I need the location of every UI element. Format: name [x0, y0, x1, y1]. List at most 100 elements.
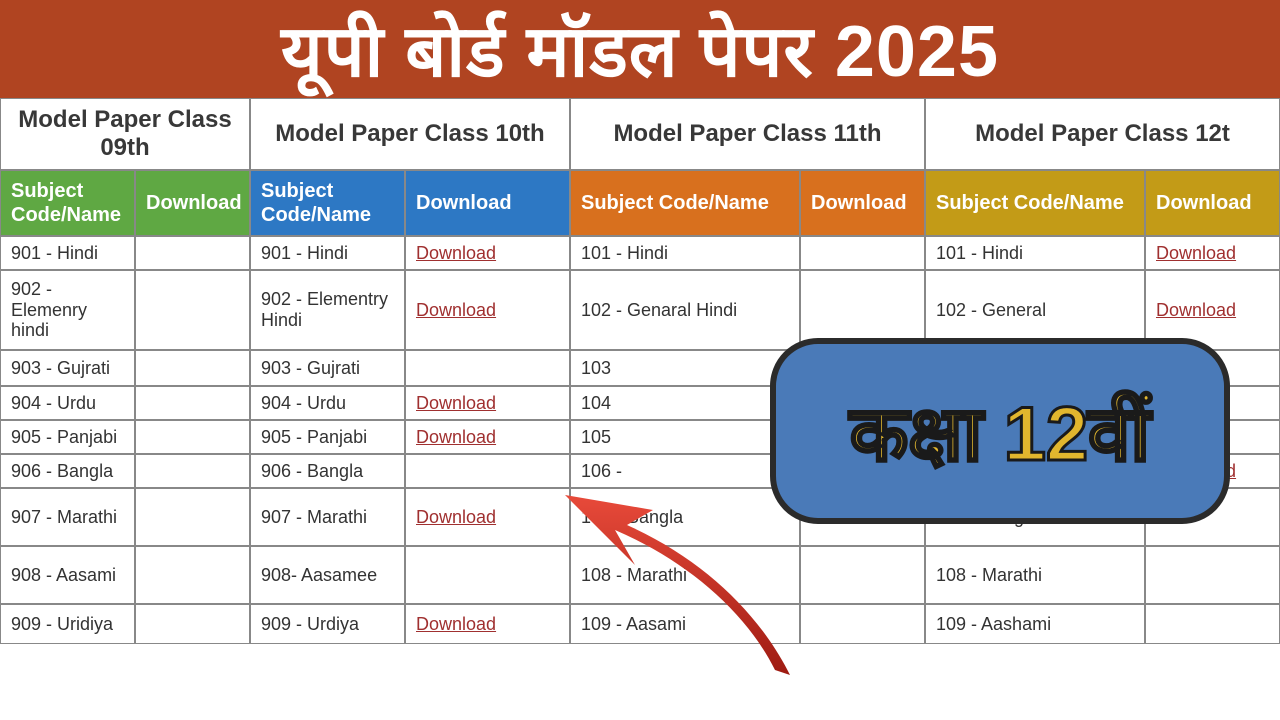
subject-cell: 104	[570, 386, 800, 420]
table-row: 109 - Aasami	[570, 604, 925, 644]
download-header: Download	[800, 170, 925, 236]
download-cell	[135, 546, 250, 604]
subject-cell: 107 - Bangla	[570, 488, 800, 546]
subject-cell: 907 - Marathi	[250, 488, 405, 546]
download-link[interactable]: Download	[1156, 300, 1236, 321]
download-cell	[405, 454, 570, 488]
download-cell	[405, 546, 570, 604]
class-header: Model Paper Class 12t	[925, 98, 1280, 170]
table-row: 906 - Bangla	[250, 454, 570, 488]
subject-cell: 902 - Elementry Hindi	[250, 270, 405, 350]
table-row: 907 - Marathi	[0, 488, 250, 546]
class-header: Model Paper Class 09th	[0, 98, 250, 170]
download-cell: Download	[405, 236, 570, 270]
download-cell	[405, 350, 570, 386]
subject-cell: 908- Aasamee	[250, 546, 405, 604]
subject-cell: 103	[570, 350, 800, 386]
table-row: 908- Aasamee	[250, 546, 570, 604]
table-row: 901 - Hindi Download	[250, 236, 570, 270]
table-row: 901 - Hindi	[0, 236, 250, 270]
class-header: Model Paper Class 10th	[250, 98, 570, 170]
subject-header: Subject Code/Name	[925, 170, 1145, 236]
class-badge: कक्षा 12वीं	[770, 338, 1230, 524]
table-row: 909 - Urdiya Download	[250, 604, 570, 644]
column-c9: Model Paper Class 09thSubject Code/NameD…	[0, 98, 250, 644]
subject-cell: 906 - Bangla	[0, 454, 135, 488]
download-cell	[135, 454, 250, 488]
subject-cell: 108 - Marathi	[570, 546, 800, 604]
download-cell	[135, 488, 250, 546]
subject-cell: 904 - Urdu	[250, 386, 405, 420]
subject-cell: 101 - Hindi	[570, 236, 800, 270]
subject-cell: 907 - Marathi	[0, 488, 135, 546]
table-row: 109 - Aashami	[925, 604, 1280, 644]
table-row: 905 - Panjabi Download	[250, 420, 570, 454]
table-row: 902 - Elementry Hindi Download	[250, 270, 570, 350]
download-cell	[135, 420, 250, 454]
subject-cell: 909 - Urdiya	[250, 604, 405, 644]
subject-cell: 905 - Panjabi	[250, 420, 405, 454]
download-link[interactable]: Download	[416, 393, 496, 414]
column-c10: Model Paper Class 10thSubject Code/NameD…	[250, 98, 570, 644]
download-cell	[135, 236, 250, 270]
download-cell	[135, 270, 250, 350]
download-cell	[1145, 604, 1280, 644]
download-header: Download	[135, 170, 250, 236]
download-cell	[800, 604, 925, 644]
subject-cell: 108 - Marathi	[925, 546, 1145, 604]
table-row: 908 - Aasami	[0, 546, 250, 604]
subject-cell: 105	[570, 420, 800, 454]
download-cell	[800, 236, 925, 270]
subject-cell: 901 - Hindi	[0, 236, 135, 270]
subject-cell: 903 - Gujrati	[250, 350, 405, 386]
subject-cell: 909 - Uridiya	[0, 604, 135, 644]
download-header: Download	[1145, 170, 1280, 236]
table-row: 101 - Hindi Download	[925, 236, 1280, 270]
download-link[interactable]: Download	[416, 614, 496, 635]
page-banner: यूपी बोर्ड मॉडल पेपर 2025	[0, 0, 1280, 98]
table-row: 108 - Marathi	[925, 546, 1280, 604]
download-cell	[1145, 546, 1280, 604]
download-cell: Download	[1145, 236, 1280, 270]
subject-cell: 903 - Gujrati	[0, 350, 135, 386]
subject-cell: 904 - Urdu	[0, 386, 135, 420]
download-link[interactable]: Download	[416, 300, 496, 321]
table-row: 108 - Marathi	[570, 546, 925, 604]
download-link[interactable]: Download	[1156, 243, 1236, 264]
table-row: 902 - Elemenry hindi	[0, 270, 250, 350]
table-row: 904 - Urdu Download	[250, 386, 570, 420]
subject-cell: 102 - Genaral Hindi	[570, 270, 800, 350]
download-cell: Download	[405, 604, 570, 644]
table-row: 909 - Uridiya	[0, 604, 250, 644]
subject-cell: 902 - Elemenry hindi	[0, 270, 135, 350]
subject-cell: 106 -	[570, 454, 800, 488]
table-row: 101 - Hindi	[570, 236, 925, 270]
subject-cell: 908 - Aasami	[0, 546, 135, 604]
subject-header: Subject Code/Name	[570, 170, 800, 236]
download-link[interactable]: Download	[416, 243, 496, 264]
download-link[interactable]: Download	[416, 507, 496, 528]
subject-cell: 901 - Hindi	[250, 236, 405, 270]
subject-cell: 906 - Bangla	[250, 454, 405, 488]
subject-cell: 109 - Aashami	[925, 604, 1145, 644]
download-cell	[135, 350, 250, 386]
table-row: 907 - Marathi Download	[250, 488, 570, 546]
download-cell: Download	[405, 488, 570, 546]
download-link[interactable]: Download	[416, 427, 496, 448]
subject-header: Subject Code/Name	[0, 170, 135, 236]
download-cell	[800, 546, 925, 604]
badge-text: कक्षा 12वीं	[850, 380, 1150, 483]
table-row: 904 - Urdu	[0, 386, 250, 420]
download-cell: Download	[405, 386, 570, 420]
table-row: 905 - Panjabi	[0, 420, 250, 454]
class-header: Model Paper Class 11th	[570, 98, 925, 170]
subject-cell: 101 - Hindi	[925, 236, 1145, 270]
download-cell: Download	[405, 420, 570, 454]
subject-cell: 109 - Aasami	[570, 604, 800, 644]
download-cell: Download	[405, 270, 570, 350]
download-header: Download	[405, 170, 570, 236]
table-row: 906 - Bangla	[0, 454, 250, 488]
subject-cell: 905 - Panjabi	[0, 420, 135, 454]
download-cell	[135, 386, 250, 420]
banner-title: यूपी बोर्ड मॉडल पेपर 2025	[281, 0, 999, 98]
